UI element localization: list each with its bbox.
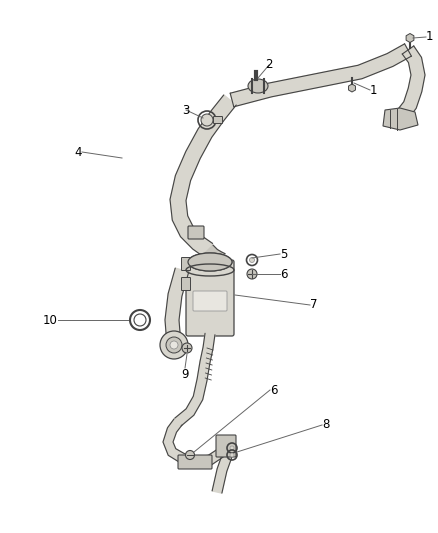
Text: 4: 4	[74, 146, 82, 158]
Text: 8: 8	[322, 418, 329, 432]
Text: 9: 9	[181, 368, 189, 381]
FancyBboxPatch shape	[213, 117, 223, 124]
Circle shape	[201, 114, 213, 126]
Text: 1: 1	[370, 84, 378, 96]
Circle shape	[247, 269, 257, 279]
Ellipse shape	[248, 79, 268, 93]
Polygon shape	[203, 245, 225, 266]
FancyBboxPatch shape	[178, 455, 212, 469]
Polygon shape	[230, 44, 411, 107]
Polygon shape	[383, 108, 418, 130]
Polygon shape	[163, 419, 230, 467]
Text: 1: 1	[426, 30, 434, 44]
FancyBboxPatch shape	[188, 226, 204, 239]
Circle shape	[186, 450, 194, 459]
Polygon shape	[175, 333, 215, 426]
Circle shape	[250, 257, 254, 262]
Polygon shape	[165, 268, 189, 345]
Circle shape	[160, 331, 188, 359]
Text: 10: 10	[43, 313, 58, 327]
Text: 7: 7	[310, 298, 318, 311]
Circle shape	[166, 337, 182, 353]
Circle shape	[230, 446, 234, 450]
Text: 2: 2	[265, 59, 273, 71]
Polygon shape	[395, 46, 425, 122]
Circle shape	[230, 453, 234, 457]
FancyBboxPatch shape	[216, 435, 236, 457]
Text: 6: 6	[270, 384, 278, 397]
Ellipse shape	[188, 253, 232, 271]
Ellipse shape	[188, 253, 232, 271]
FancyBboxPatch shape	[186, 260, 234, 336]
Text: 3: 3	[182, 103, 190, 117]
Polygon shape	[212, 454, 232, 493]
Circle shape	[182, 343, 192, 353]
Text: 5: 5	[280, 247, 287, 261]
FancyBboxPatch shape	[181, 278, 191, 290]
FancyBboxPatch shape	[193, 291, 227, 311]
Text: 6: 6	[280, 268, 287, 280]
Polygon shape	[170, 95, 236, 256]
FancyBboxPatch shape	[181, 257, 191, 271]
Circle shape	[170, 341, 178, 349]
